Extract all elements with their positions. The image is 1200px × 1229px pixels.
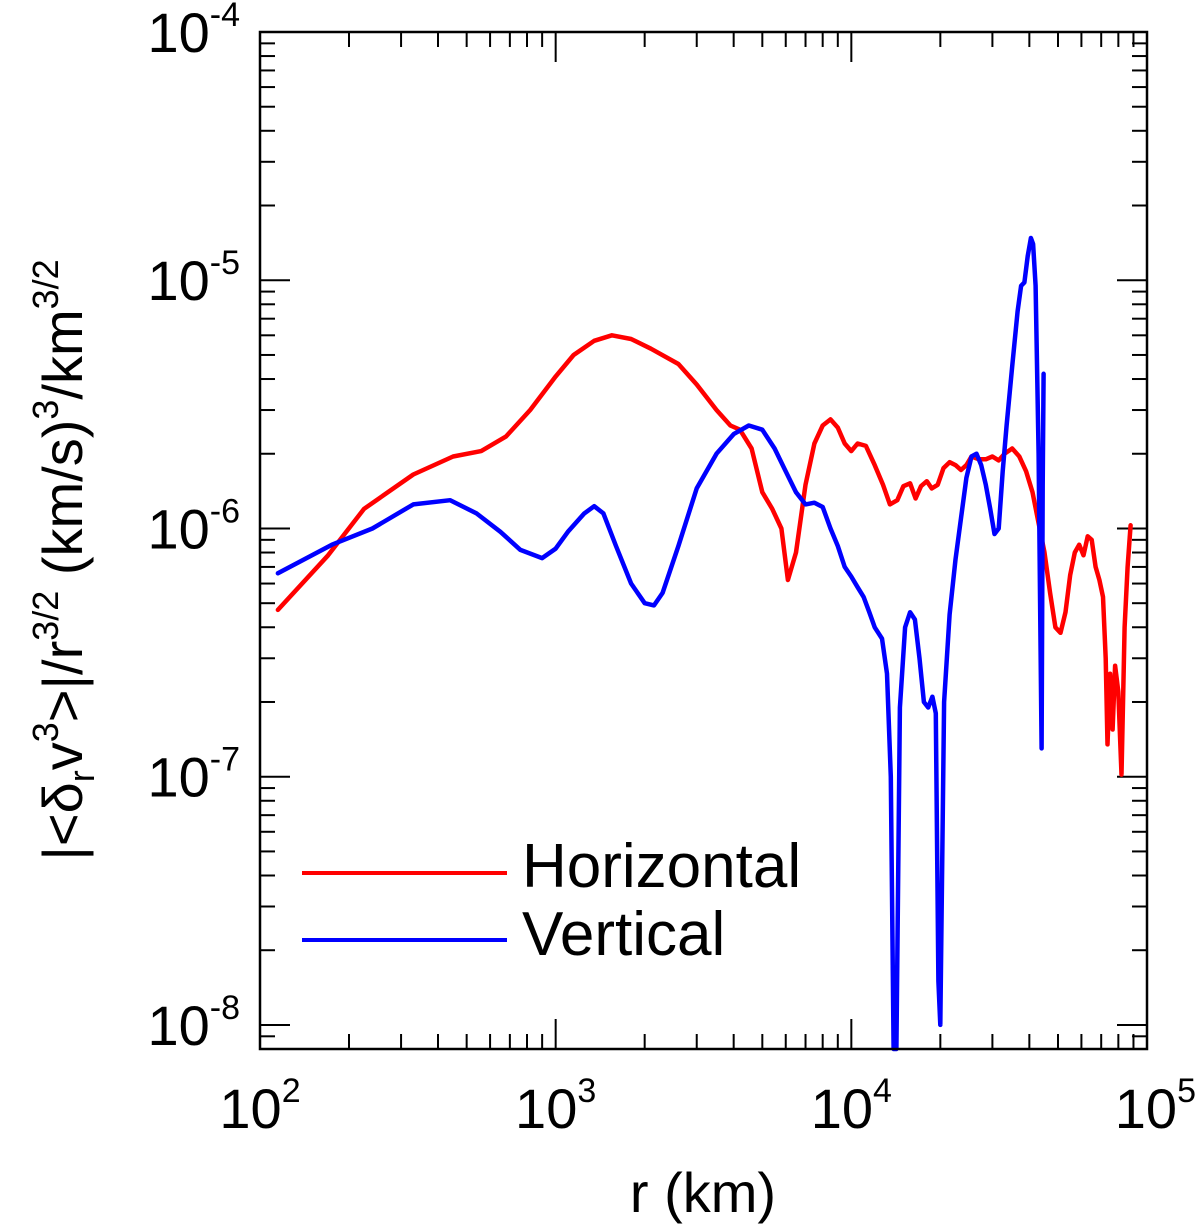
y-tick-labels: 10-8 10-7 10-6 10-5 10-4 bbox=[147, 0, 240, 1057]
y-tick-label: 10-6 bbox=[147, 492, 240, 560]
x-tick-label: 102 bbox=[219, 1072, 300, 1140]
y-tick-label: 10-8 bbox=[147, 989, 240, 1057]
y-tick-label: 10-5 bbox=[147, 244, 240, 312]
x-tick-label: 104 bbox=[811, 1072, 892, 1140]
x-axis-title: r (km) bbox=[630, 1161, 776, 1224]
legend-label-vertical: Vertical bbox=[522, 900, 725, 969]
y-axis-title: |<δrv3>|/r3/2 (km/s)3/km3/2 bbox=[25, 259, 102, 860]
legend: Horizontal Vertical bbox=[302, 832, 801, 969]
series-line-vertical bbox=[275, 235, 1046, 1052]
legend-label-horizontal: Horizontal bbox=[522, 832, 801, 901]
y-tick-label: 10-4 bbox=[147, 0, 240, 64]
x-tick-label: 105 bbox=[1115, 1072, 1196, 1140]
x-tick-label: 103 bbox=[515, 1072, 596, 1140]
y-tick-label: 10-7 bbox=[147, 741, 240, 809]
x-tick-labels: 102 103 104 105 bbox=[219, 1072, 1196, 1140]
axis-ticks bbox=[259, 32, 1147, 1050]
series-line-horizontal bbox=[275, 333, 1133, 777]
plot-frame bbox=[258, 30, 1149, 1051]
data-series bbox=[275, 235, 1133, 1052]
